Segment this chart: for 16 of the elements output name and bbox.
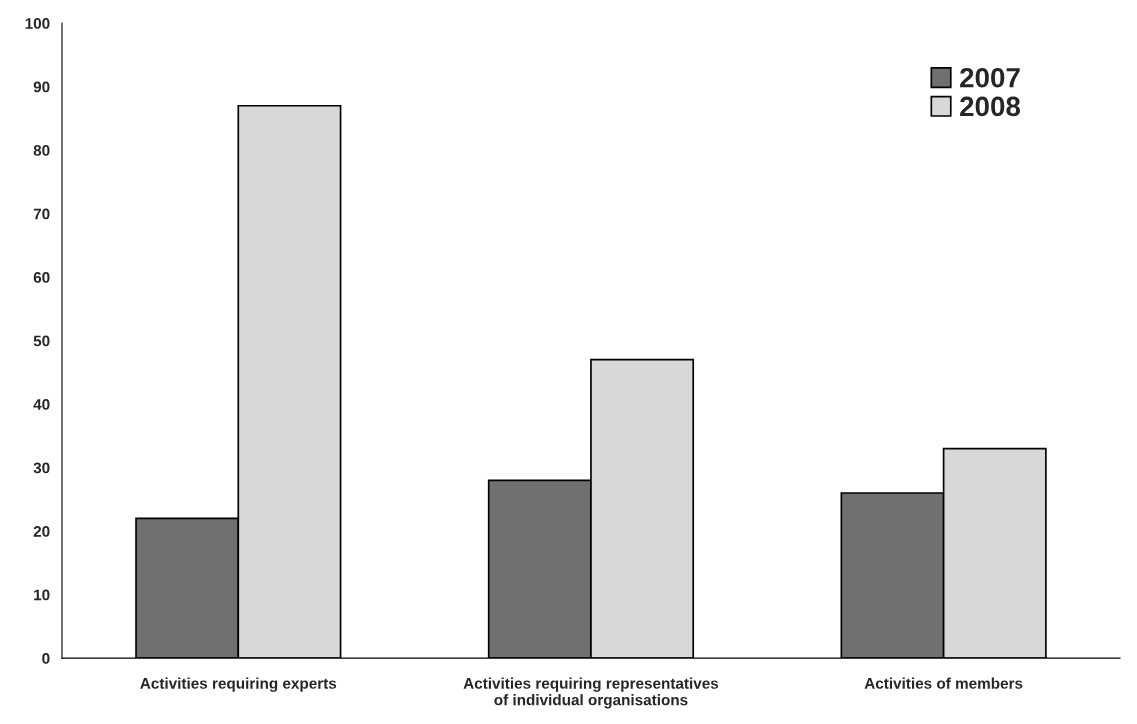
legend-label: 2007 (960, 67, 1020, 88)
y-tick-label: 0 (42, 652, 50, 664)
y-tick-label: 40 (33, 399, 50, 410)
y-tick-label: 30 (33, 462, 50, 474)
x-tick-label: Activities requiring representatives of individual organisations (463, 677, 719, 709)
y-tick-label: 10 (34, 589, 50, 601)
y-tick-label: 80 (33, 145, 50, 156)
legend-label: 2008 (960, 96, 1021, 117)
y-tick-label: 100 (25, 18, 50, 29)
x-tick-label: Activities of members (864, 677, 1023, 689)
y-tick-label: 60 (33, 272, 50, 283)
x-tick-label: Activities requiring experts (140, 677, 337, 692)
y-tick-label: 90 (33, 81, 50, 93)
y-tick-label: 50 (33, 335, 50, 347)
y-tick-label: 70 (33, 208, 50, 220)
y-tick-label: 20 (33, 525, 50, 537)
